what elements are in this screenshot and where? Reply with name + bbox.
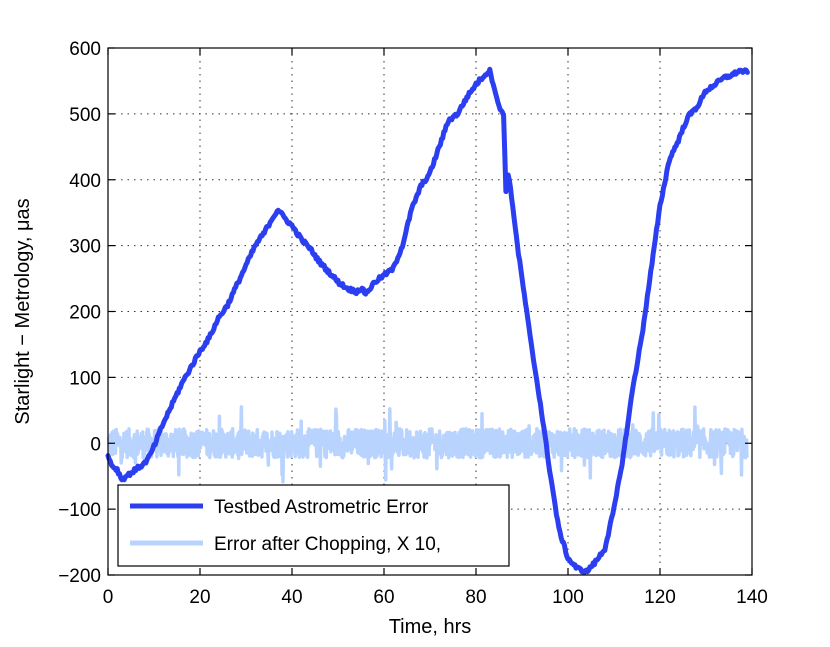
y-tick-label-1: −100 bbox=[58, 500, 101, 521]
legend-box bbox=[117, 484, 510, 567]
y-tick-label-3: 100 bbox=[69, 368, 101, 389]
x-tick-label-7: 140 bbox=[736, 587, 768, 608]
y-tick-label-2: 0 bbox=[90, 434, 101, 455]
legend-label-chopping: Error after Chopping, X 10, bbox=[214, 534, 441, 555]
legend-label-testbed: Testbed Astrometric Error bbox=[214, 497, 429, 518]
x-axis-label: Time, hrs bbox=[389, 616, 472, 638]
ticks bbox=[107, 47, 753, 576]
x-tick-label-5: 100 bbox=[552, 587, 584, 608]
y-axis-label: Starlight − Metrology, μas bbox=[12, 198, 34, 424]
y-tick-label-7: 500 bbox=[69, 105, 101, 126]
x-tick-label-1: 20 bbox=[189, 587, 210, 608]
x-tick-label-6: 120 bbox=[644, 587, 676, 608]
series-line-chopping bbox=[106, 405, 750, 484]
x-tick-label-3: 60 bbox=[373, 587, 394, 608]
series-line-testbed bbox=[105, 66, 750, 576]
y-tick-label-0: −200 bbox=[58, 566, 101, 587]
x-tick-label-2: 40 bbox=[281, 587, 302, 608]
series-layer bbox=[105, 66, 750, 576]
legend: Testbed Astrometric Error Error after Ch… bbox=[117, 484, 510, 567]
y-tick-label-5: 300 bbox=[69, 237, 101, 258]
y-tick-label-8: 600 bbox=[69, 39, 101, 60]
x-tick-label-0: 0 bbox=[103, 587, 114, 608]
tick-labels: 0 20 40 60 80 100 120 140 −200 −100 0 100 200 300 400 5… bbox=[58, 39, 768, 608]
y-tick-label-6: 400 bbox=[69, 171, 101, 192]
y-tick-label-4: 200 bbox=[69, 303, 101, 324]
x-tick-label-4: 80 bbox=[465, 587, 486, 608]
